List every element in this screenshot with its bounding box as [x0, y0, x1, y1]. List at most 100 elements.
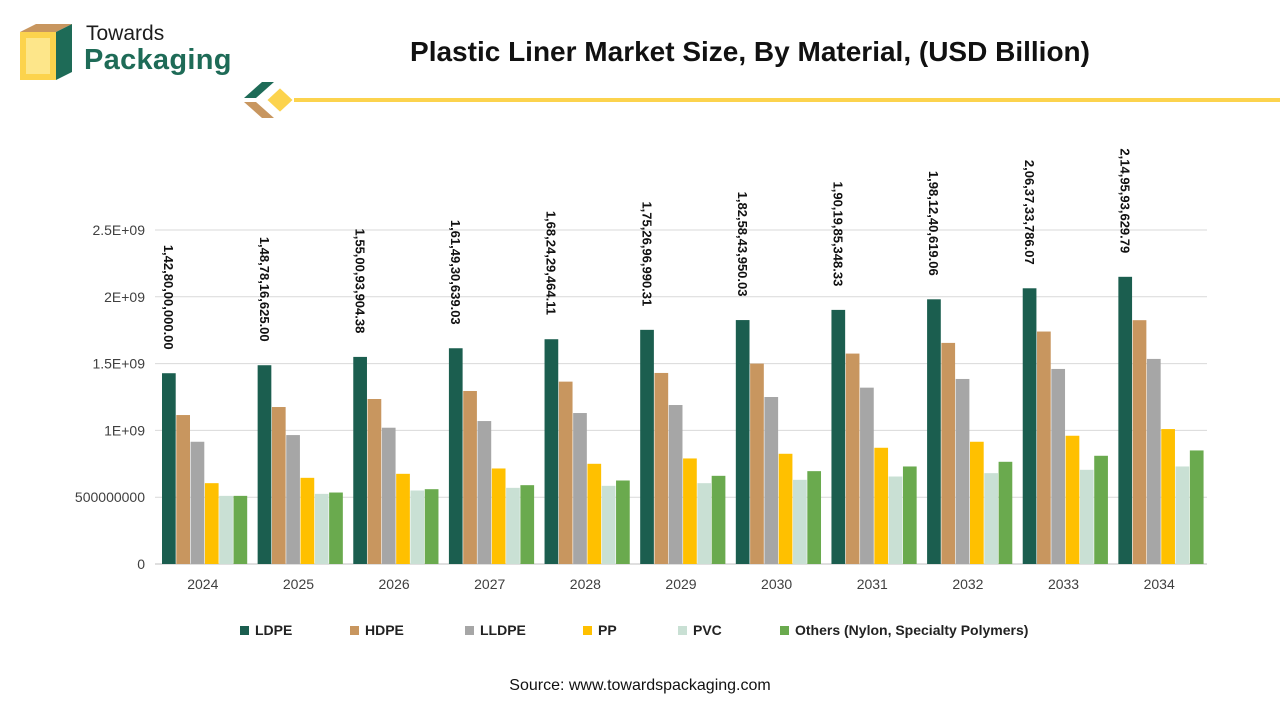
bar-pvc-2031 — [888, 476, 903, 564]
x-tick-label: 2027 — [474, 576, 505, 592]
bar-lldpe-2033 — [1051, 368, 1066, 564]
x-tick-label: 2032 — [952, 576, 983, 592]
bar-hdpe-2027 — [463, 390, 477, 564]
bar-others-2029 — [711, 475, 726, 564]
box-logo-icon — [20, 24, 72, 80]
legend-swatch — [465, 625, 474, 635]
x-tick-label: 2028 — [570, 576, 601, 592]
legend-label: Others (Nylon, Specialty Polymers) — [795, 622, 1029, 638]
data-label: 1,55,00,93,904.38 — [352, 229, 367, 334]
x-tick-label: 2029 — [665, 576, 696, 592]
data-label: 1,68,24,29,464.11 — [544, 211, 559, 315]
legend-item: PVC — [678, 622, 722, 638]
bar-pp-2024 — [204, 483, 219, 564]
bar-pvc-2033 — [1079, 469, 1094, 564]
bar-lldpe-2024 — [190, 441, 205, 564]
x-tick-label: 2030 — [761, 576, 792, 592]
legend-label: HDPE — [365, 622, 404, 638]
y-tick-label: 1E+09 — [104, 422, 145, 438]
bar-pp-2029 — [683, 458, 697, 564]
bar-others-2032 — [998, 461, 1013, 564]
data-label: 1,75,26,96,990.31 — [639, 201, 654, 306]
bar-pp-2033 — [1065, 435, 1080, 564]
legend-swatch — [583, 625, 592, 635]
x-tick-label: 2033 — [1048, 576, 1079, 592]
logo-text-towards: Towards — [86, 22, 165, 45]
bar-pvc-2027 — [506, 487, 520, 564]
bar-hdpe-2031 — [845, 353, 860, 564]
legend-item: HDPE — [350, 622, 404, 638]
y-tick-label: 0 — [137, 556, 145, 572]
bar-pp-2032 — [969, 441, 984, 564]
bar-pvc-2034 — [1175, 466, 1190, 564]
bar-lldpe-2028 — [573, 413, 587, 564]
bar-ldpe-2029 — [640, 329, 654, 564]
bar-pp-2027 — [491, 468, 506, 564]
bar-pp-2028 — [587, 463, 602, 564]
legend-swatch — [678, 625, 687, 635]
bar-others-2025 — [329, 492, 343, 564]
bar-hdpe-2026 — [367, 399, 382, 564]
bar-ldpe-2032 — [927, 299, 941, 564]
bar-others-2033 — [1094, 455, 1108, 564]
legend-swatch — [350, 625, 359, 635]
bar-pvc-2028 — [601, 485, 616, 564]
bar-hdpe-2025 — [271, 407, 286, 564]
bar-others-2034 — [1189, 450, 1204, 564]
bar-lldpe-2029 — [668, 405, 683, 564]
bar-hdpe-2032 — [941, 342, 956, 564]
legend-label: LDPE — [255, 622, 293, 638]
bar-pvc-2026 — [410, 490, 425, 564]
bar-others-2028 — [616, 480, 630, 564]
bar-pvc-2032 — [984, 473, 998, 564]
bar-pp-2031 — [874, 447, 889, 564]
bar-hdpe-2028 — [558, 381, 573, 564]
bar-lldpe-2025 — [286, 435, 300, 564]
bar-pp-2030 — [778, 453, 793, 564]
bar-others-2026 — [424, 489, 439, 564]
y-axis: 0 500000000 1E+09 1.5E+09 2E+09 2.5E+09 — [75, 222, 145, 572]
data-label: 1,42,80,00,000.00 — [161, 245, 176, 350]
data-label: 1,48,78,16,625.00 — [257, 237, 272, 342]
bar-ldpe-2025 — [257, 365, 272, 564]
bar-others-2031 — [902, 466, 917, 564]
legend-swatch — [780, 625, 789, 635]
bar-lldpe-2032 — [955, 378, 970, 564]
x-axis: 2024 2025 2026 2027 2028 2029 2030 2031 2032 2033… — [187, 576, 1175, 592]
bar-hdpe-2034 — [1132, 320, 1147, 564]
y-tick-label: 2.5E+09 — [92, 222, 145, 238]
bar-pp-2026 — [396, 473, 410, 564]
data-label: 1,98,12,40,619.06 — [926, 171, 941, 276]
data-label: 2,06,37,33,786.07 — [1022, 160, 1037, 265]
legend-label: PVC — [693, 622, 722, 638]
bar-pvc-2025 — [314, 493, 329, 564]
data-label: 1,90,19,85,348.33 — [831, 181, 846, 286]
bar-others-2024 — [233, 495, 248, 564]
bar-lldpe-2030 — [764, 397, 779, 564]
title-accent-decoration — [244, 82, 1280, 118]
legend-item: PP — [583, 622, 617, 638]
legend-item: LLDPE — [465, 622, 526, 638]
y-tick-label: 2E+09 — [104, 289, 145, 305]
bar-ldpe-2031 — [831, 309, 846, 564]
y-tick-label: 500000000 — [75, 489, 145, 505]
bar-pvc-2030 — [793, 479, 807, 564]
bar-pvc-2029 — [697, 483, 712, 564]
legend-swatch — [240, 625, 249, 635]
x-tick-label: 2024 — [187, 576, 218, 592]
x-tick-label: 2034 — [1144, 576, 1175, 592]
bar-ldpe-2027 — [448, 348, 463, 564]
bars — [162, 276, 1204, 564]
bar-lldpe-2031 — [860, 387, 874, 564]
data-labels: 1,42,80,00,000.00 1,48,78,16,625.00 1,55,0… — [161, 148, 1132, 349]
legend-label: PP — [598, 622, 617, 638]
x-tick-label: 2031 — [857, 576, 888, 592]
bar-ldpe-2028 — [544, 339, 559, 564]
bar-hdpe-2030 — [750, 363, 764, 564]
bar-pvc-2024 — [219, 495, 233, 564]
x-tick-label: 2025 — [283, 576, 314, 592]
data-label: 1,61,49,30,639.03 — [448, 220, 463, 325]
bar-hdpe-2033 — [1037, 331, 1051, 564]
bar-ldpe-2024 — [162, 373, 176, 564]
